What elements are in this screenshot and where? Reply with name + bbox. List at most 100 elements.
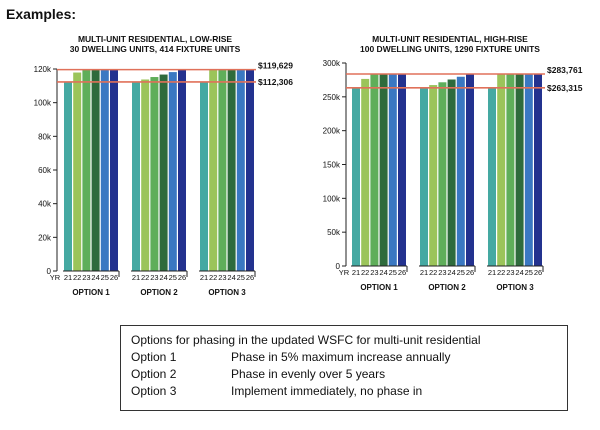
chart-title: MULTI-UNIT RESIDENTIAL, LOW-RISE [78, 34, 232, 44]
year-tick-label: 26 [398, 268, 406, 277]
y-tick-label: 150k [323, 161, 341, 170]
legend-option-label: Option 1 [131, 350, 177, 364]
year-tick-label: 22 [73, 273, 81, 282]
bar [398, 73, 406, 266]
bar [379, 73, 388, 266]
bar [150, 77, 159, 271]
year-tick-label: 25 [525, 268, 533, 277]
year-tick-label: 24 [379, 268, 387, 277]
year-tick-label: 21 [132, 273, 140, 282]
bar [82, 69, 91, 272]
reference-value-label: $283,761 [547, 65, 583, 75]
group-label: OPTION 3 [208, 288, 246, 297]
y-tick-label: 300k [323, 59, 341, 68]
bar [352, 87, 360, 266]
bar [236, 69, 245, 272]
year-tick-label: 23 [438, 268, 446, 277]
y-tick-label: 20k [38, 233, 52, 242]
bar [91, 69, 100, 272]
legend-option-text: Implement immediately, no phase in [231, 384, 423, 398]
bar [370, 73, 379, 266]
bar [388, 73, 397, 266]
year-tick-label: 26 [110, 273, 118, 282]
legend-option-label: Option 3 [131, 384, 177, 398]
legend-option-text: Phase in evenly over 5 years [231, 367, 386, 381]
bar [218, 69, 227, 272]
bar [534, 73, 542, 266]
reference-value-label: $112,306 [258, 77, 293, 87]
year-tick-label: 26 [246, 273, 254, 282]
bar [515, 73, 524, 266]
bar [488, 87, 496, 266]
bar [178, 69, 186, 272]
bar [168, 72, 177, 271]
y-tick-label: 60k [38, 166, 52, 175]
y-tick-label: 0 [47, 267, 52, 276]
bar [524, 73, 533, 266]
y-tick-label: 200k [323, 127, 341, 136]
year-tick-label: 26 [178, 273, 186, 282]
year-tick-label: 25 [169, 273, 177, 282]
year-tick-label: 24 [159, 273, 167, 282]
year-axis-label: YR [50, 273, 61, 282]
bar [200, 81, 208, 271]
y-tick-label: 50k [327, 228, 341, 237]
bar [132, 81, 140, 271]
group-label: OPTION 2 [140, 288, 178, 297]
legend-option-text: Phase in 5% maximum increase annually [231, 350, 451, 364]
year-tick-label: 21 [200, 273, 208, 282]
year-tick-label: 25 [457, 268, 465, 277]
bar [110, 69, 118, 272]
year-tick-label: 23 [370, 268, 378, 277]
legend-row: Option 3 Implement immediately, no phase… [131, 383, 557, 400]
y-tick-label: 0 [336, 262, 341, 271]
bar [456, 76, 465, 267]
bar [141, 79, 150, 271]
y-tick-label: 100k [34, 99, 52, 108]
year-tick-label: 25 [237, 273, 245, 282]
year-tick-label: 21 [488, 268, 496, 277]
chart-subtitle: 30 DWELLING UNITS, 414 FIXTURE UNITS [70, 44, 241, 54]
year-tick-label: 23 [218, 273, 226, 282]
bar [420, 87, 428, 266]
y-tick-label: 100k [323, 194, 341, 203]
chart-subtitle: 100 DWELLING UNITS, 1290 FIXTURE UNITS [360, 44, 540, 54]
year-tick-label: 22 [209, 273, 217, 282]
year-tick-label: 22 [141, 273, 149, 282]
legend-option-label: Option 2 [131, 367, 177, 381]
group-label: OPTION 1 [72, 288, 110, 297]
year-tick-label: 24 [91, 273, 99, 282]
year-tick-label: 26 [466, 268, 474, 277]
bar [429, 85, 438, 267]
chart-title: MULTI-UNIT RESIDENTIAL, HIGH-RISE [372, 34, 528, 44]
year-tick-label: 24 [227, 273, 235, 282]
legend-row: Option 1 Phase in 5% maximum increase an… [131, 349, 557, 366]
y-tick-label: 80k [38, 132, 52, 141]
year-tick-label: 22 [429, 268, 437, 277]
bar [361, 78, 370, 267]
year-tick-label: 24 [515, 268, 523, 277]
y-tick-label: 120k [34, 65, 52, 74]
legend-row: Option 2 Phase in evenly over 5 years [131, 366, 557, 383]
year-tick-label: 21 [64, 273, 72, 282]
year-tick-label: 23 [506, 268, 514, 277]
year-tick-label: 25 [389, 268, 397, 277]
bar [466, 73, 474, 266]
bar [159, 74, 168, 272]
bar [227, 69, 236, 272]
year-axis-label: YR [339, 268, 350, 277]
bar [447, 79, 456, 266]
year-tick-label: 22 [497, 268, 505, 277]
reference-value-label: $119,629 [258, 61, 293, 71]
reference-value-label: $263,315 [547, 83, 583, 93]
bar [438, 82, 447, 266]
year-tick-label: 22 [361, 268, 369, 277]
y-tick-label: 40k [38, 200, 52, 209]
examples-heading: Examples: [6, 6, 77, 22]
bar [497, 73, 506, 266]
year-tick-label: 24 [447, 268, 455, 277]
legend-title: Options for phasing in the updated WSFC … [131, 333, 481, 347]
bar [73, 72, 82, 271]
